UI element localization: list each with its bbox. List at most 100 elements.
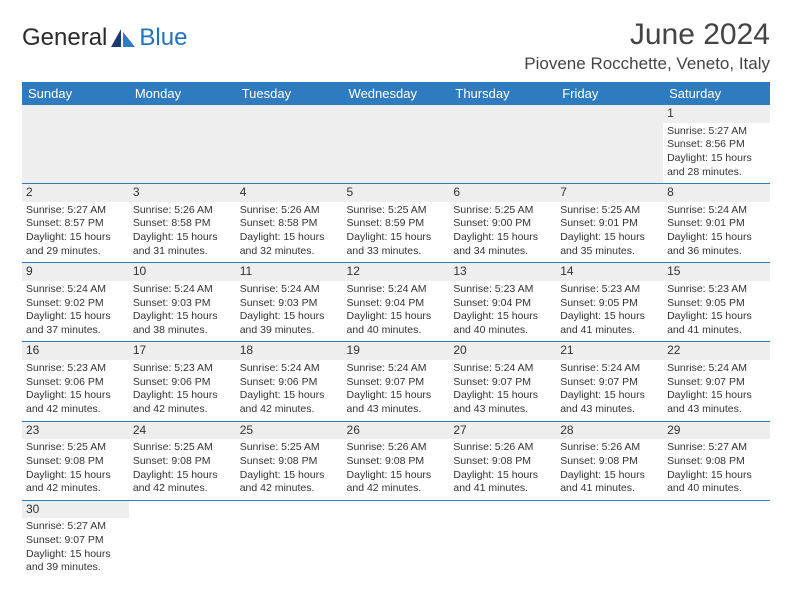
day-info-line: Sunrise: 5:23 AM: [453, 283, 552, 297]
day-info-line: Daylight: 15 hours: [667, 469, 766, 483]
day-info-line: and 40 minutes.: [667, 482, 766, 496]
calendar-table: SundayMondayTuesdayWednesdayThursdayFrid…: [22, 82, 770, 579]
day-info-line: Sunset: 9:02 PM: [26, 297, 125, 311]
day-info-line: Daylight: 15 hours: [347, 389, 446, 403]
day-info-line: Daylight: 15 hours: [560, 231, 659, 245]
calendar-cell: 13Sunrise: 5:23 AMSunset: 9:04 PMDayligh…: [449, 263, 556, 342]
day-info-line: Sunset: 8:57 PM: [26, 217, 125, 231]
day-info-line: Sunrise: 5:23 AM: [667, 283, 766, 297]
day-info-line: Daylight: 15 hours: [560, 469, 659, 483]
day-info-line: and 42 minutes.: [240, 403, 339, 417]
day-info-line: Sunrise: 5:25 AM: [240, 441, 339, 455]
day-info-line: Sunset: 9:08 PM: [240, 455, 339, 469]
day-info-line: and 38 minutes.: [133, 324, 232, 338]
day-info-line: and 39 minutes.: [240, 324, 339, 338]
weekday-header: Thursday: [449, 82, 556, 105]
weekday-header: Tuesday: [236, 82, 343, 105]
day-info-line: Daylight: 15 hours: [347, 469, 446, 483]
day-info-line: Daylight: 15 hours: [453, 231, 552, 245]
sail-icon: [109, 27, 137, 49]
day-info-line: and 43 minutes.: [347, 403, 446, 417]
calendar-cell: [449, 105, 556, 184]
day-info-line: Sunset: 9:01 PM: [667, 217, 766, 231]
day-info-line: Sunrise: 5:25 AM: [453, 204, 552, 218]
calendar-cell: [236, 105, 343, 184]
day-info-line: Sunrise: 5:24 AM: [240, 283, 339, 297]
day-number: 14: [556, 263, 663, 281]
day-number: 12: [343, 263, 450, 281]
day-info-line: Daylight: 15 hours: [347, 231, 446, 245]
calendar-cell: 6Sunrise: 5:25 AMSunset: 9:00 PMDaylight…: [449, 184, 556, 263]
calendar-cell: [343, 500, 450, 579]
day-info-line: and 42 minutes.: [26, 403, 125, 417]
day-number: 11: [236, 263, 343, 281]
calendar-cell: 22Sunrise: 5:24 AMSunset: 9:07 PMDayligh…: [663, 342, 770, 421]
day-info-line: Sunrise: 5:26 AM: [453, 441, 552, 455]
day-info-line: Sunset: 9:07 PM: [667, 376, 766, 390]
day-info-line: Sunrise: 5:26 AM: [133, 204, 232, 218]
day-info-line: Daylight: 15 hours: [560, 310, 659, 324]
calendar-week-row: 9 Sunrise: 5:24 AM Sunset: 9:02 PM Daylight…: [22, 263, 770, 342]
calendar-body: 1Sunrise: 5:27 AMSunset: 8:56 PMDaylight…: [22, 105, 770, 579]
day-info-line: Sunset: 9:07 PM: [26, 534, 125, 548]
calendar-week-row: 16Sunrise: 5:23 AMSunset: 9:06 PMDayligh…: [22, 342, 770, 421]
weekday-header: Friday: [556, 82, 663, 105]
day-info-line: and 42 minutes.: [26, 482, 125, 496]
day-info-line: Sunset: 9:03 PM: [240, 297, 339, 311]
day-number: 25: [236, 422, 343, 440]
day-info-line: Daylight: 15 hours: [667, 389, 766, 403]
day-info-line: Sunrise: 5:27 AM: [667, 441, 766, 455]
day-number: 9: [22, 263, 129, 281]
calendar-cell: 9Sunrise: 5:24 AMSunset: 9:02 PMDaylight…: [22, 263, 129, 342]
calendar-cell: [236, 500, 343, 579]
day-info-line: and 42 minutes.: [240, 482, 339, 496]
day-info-line: and 42 minutes.: [347, 482, 446, 496]
day-number: 13: [449, 263, 556, 281]
calendar-cell: 4Sunrise: 5:26 AMSunset: 8:58 PMDaylight…: [236, 184, 343, 263]
calendar-cell: 26Sunrise: 5:26 AMSunset: 9:08 PMDayligh…: [343, 421, 450, 500]
calendar-week-row: 1Sunrise: 5:27 AMSunset: 8:56 PMDaylight…: [22, 105, 770, 184]
day-number: 20: [449, 342, 556, 360]
calendar-cell: 23Sunrise: 5:25 AMSunset: 9:08 PMDayligh…: [22, 421, 129, 500]
day-number: 26: [343, 422, 450, 440]
calendar-cell: 28Sunrise: 5:26 AMSunset: 9:08 PMDayligh…: [556, 421, 663, 500]
calendar-cell: [556, 500, 663, 579]
day-info-line: Daylight: 15 hours: [347, 310, 446, 324]
day-number: 18: [236, 342, 343, 360]
calendar-cell: [449, 500, 556, 579]
day-number: 19: [343, 342, 450, 360]
day-info-line: Sunset: 9:08 PM: [347, 455, 446, 469]
calendar-cell: 12Sunrise: 5:24 AMSunset: 9:04 PMDayligh…: [343, 263, 450, 342]
day-info-line: Daylight: 15 hours: [240, 469, 339, 483]
day-info-line: Sunset: 9:07 PM: [560, 376, 659, 390]
day-info-line: and 35 minutes.: [560, 245, 659, 259]
day-info-line: Daylight: 15 hours: [453, 310, 552, 324]
day-info-line: Daylight: 15 hours: [240, 231, 339, 245]
day-number: 17: [129, 342, 236, 360]
day-info-line: Sunrise: 5:24 AM: [347, 283, 446, 297]
day-info-line: Sunrise: 5:24 AM: [453, 362, 552, 376]
calendar-cell: 10Sunrise: 5:24 AMSunset: 9:03 PMDayligh…: [129, 263, 236, 342]
day-info-line: and 41 minutes.: [453, 482, 552, 496]
day-info-line: Sunset: 9:07 PM: [347, 376, 446, 390]
day-info-line: Sunrise: 5:24 AM: [560, 362, 659, 376]
day-info-line: and 40 minutes.: [347, 324, 446, 338]
calendar-cell: 17Sunrise: 5:23 AMSunset: 9:06 PMDayligh…: [129, 342, 236, 421]
weekday-header-row: SundayMondayTuesdayWednesdayThursdayFrid…: [22, 82, 770, 105]
calendar-cell: 30Sunrise: 5:27 AMSunset: 9:07 PMDayligh…: [22, 500, 129, 579]
day-number: 16: [22, 342, 129, 360]
day-info-line: and 40 minutes.: [453, 324, 552, 338]
brand-logo: General Blue: [22, 18, 187, 52]
calendar-week-row: 23Sunrise: 5:25 AMSunset: 9:08 PMDayligh…: [22, 421, 770, 500]
day-info-line: Daylight: 15 hours: [26, 231, 125, 245]
day-info-line: Daylight: 15 hours: [560, 389, 659, 403]
calendar-cell: 18Sunrise: 5:24 AMSunset: 9:06 PMDayligh…: [236, 342, 343, 421]
day-info-line: and 32 minutes.: [240, 245, 339, 259]
day-info-line: Sunrise: 5:23 AM: [560, 283, 659, 297]
day-info-line: Daylight: 15 hours: [453, 469, 552, 483]
day-info-line: Sunset: 8:58 PM: [240, 217, 339, 231]
day-info-line: Daylight: 15 hours: [133, 310, 232, 324]
header: General Blue June 2024 Piovene Rocchette…: [22, 18, 770, 74]
day-number: 23: [22, 422, 129, 440]
day-info-line: Sunrise: 5:26 AM: [240, 204, 339, 218]
